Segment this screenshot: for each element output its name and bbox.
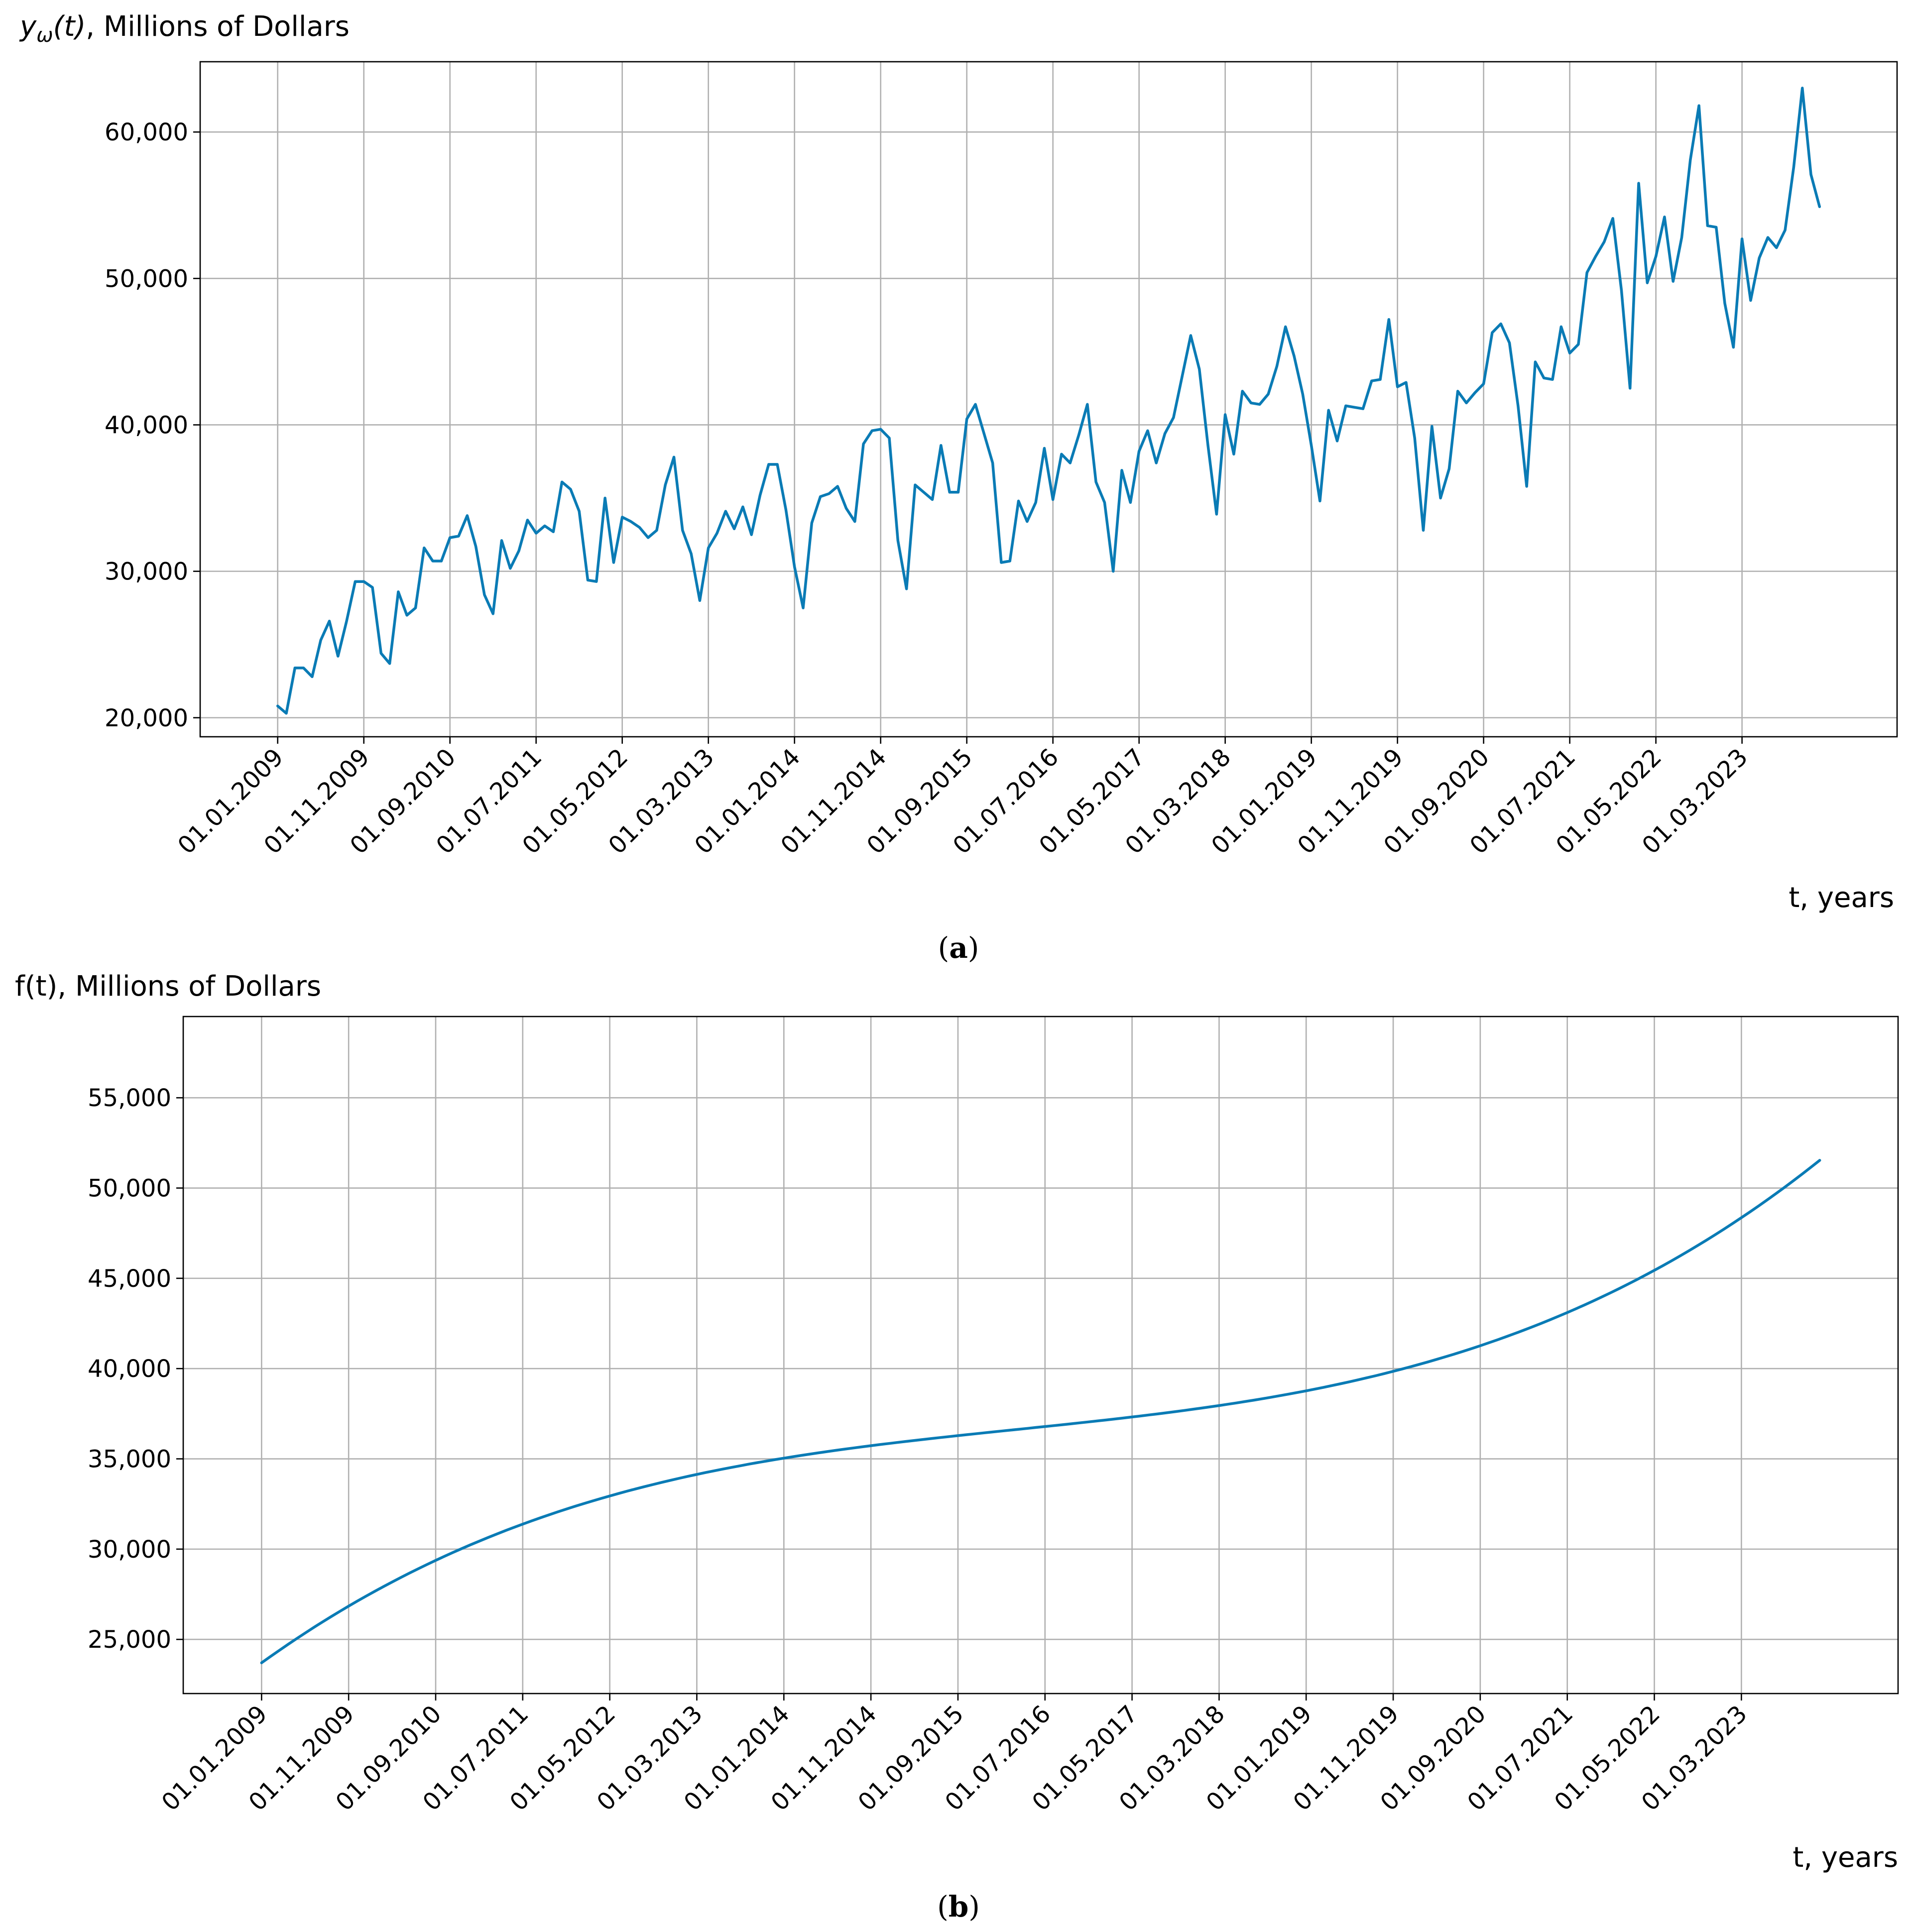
- series-line-a: [276, 87, 1821, 715]
- y-tick-label: 30,000: [105, 558, 188, 586]
- y-tick-label: 35,000: [88, 1446, 171, 1474]
- y-axis-title-b: f(t), Millions of Dollars: [15, 970, 321, 1003]
- y-axis-title-a-main: y: [19, 10, 37, 43]
- series-line-b: [260, 1159, 1821, 1665]
- panel-label-a-letter: a: [949, 931, 968, 965]
- panel-label-a: (a): [938, 931, 979, 965]
- panel-label-b: (b): [937, 1890, 980, 1924]
- y-tick-label: 55,000: [88, 1084, 171, 1112]
- x-axis-title-a: t, years: [1789, 882, 1894, 914]
- chart-panel-a: yω(t), Millions of Dollars 01.01.200901.…: [19, 10, 1898, 965]
- y-axis-title-a-arg: (t): [53, 10, 86, 43]
- chart-panel-b: f(t), Millions of Dollars 01.01.200901.1…: [15, 970, 1899, 1924]
- y-axis-title-a-suffix: , Millions of Dollars: [86, 10, 350, 43]
- grid-b: [183, 1017, 1898, 1694]
- y-tick-label: 40,000: [105, 411, 188, 439]
- y-tick-label: 60,000: [105, 118, 188, 146]
- y-axis-title-a-sub: ω: [36, 24, 53, 47]
- y-tick-label: 30,000: [88, 1536, 171, 1564]
- y-tick-label: 20,000: [105, 704, 188, 732]
- ticks-b: 01.01.200901.11.200901.09.201001.07.2011…: [88, 1084, 1753, 1817]
- ticks-a: 01.01.200901.11.200901.09.201001.07.2011…: [105, 118, 1753, 860]
- plot-frame-b: [182, 1016, 1899, 1695]
- x-axis-title-b: t, years: [1793, 1841, 1898, 1874]
- panel-label-b-letter: b: [949, 1890, 969, 1924]
- plot-frame-a: [199, 61, 1898, 738]
- y-tick-label: 40,000: [88, 1355, 171, 1383]
- y-tick-label: 45,000: [88, 1265, 171, 1293]
- y-tick-label: 50,000: [88, 1175, 171, 1203]
- grid-a: [200, 62, 1897, 737]
- y-tick-label: 50,000: [105, 265, 188, 293]
- y-tick-label: 25,000: [88, 1626, 171, 1654]
- y-axis-title-a: yω(t), Millions of Dollars: [19, 10, 350, 47]
